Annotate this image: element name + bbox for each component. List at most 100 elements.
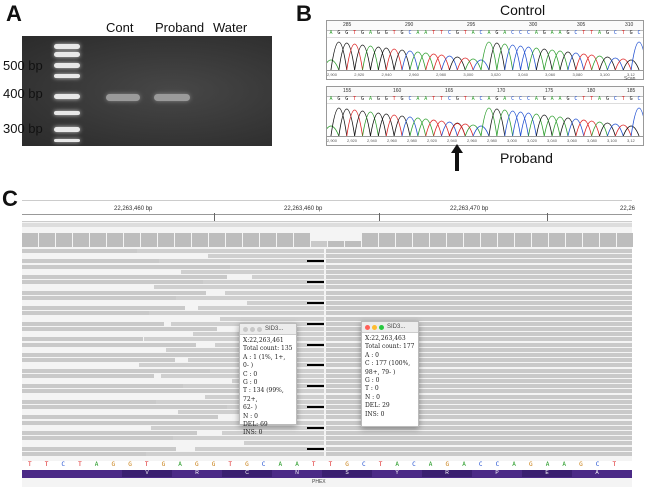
- ladder-band: [54, 44, 80, 49]
- aligned-read: [326, 327, 632, 331]
- base-call: A: [598, 96, 602, 102]
- reference-base: C: [495, 461, 500, 468]
- zoom-icon[interactable]: [257, 327, 262, 332]
- aligned-read: [139, 363, 324, 368]
- base-call: C: [637, 96, 641, 102]
- gene-label: PHEX: [312, 479, 326, 485]
- ruler-label: 185: [627, 88, 636, 94]
- popup-line: INS: 0: [365, 410, 385, 418]
- coverage-bar: [498, 233, 514, 247]
- reference-base: A: [545, 461, 550, 468]
- base-call: G: [455, 30, 459, 36]
- aligned-read: [326, 368, 632, 373]
- lane-label-cont: Cont: [106, 20, 134, 35]
- aligned-read: [22, 337, 143, 342]
- reference-base: C: [412, 461, 416, 468]
- trace-peak: [614, 124, 632, 136]
- minimize-icon[interactable]: [250, 327, 255, 332]
- aligned-read: [326, 321, 632, 326]
- base-call: C: [613, 96, 617, 102]
- base-info-popup-2[interactable]: SID3... X:22,263,463 Total count: 177 A : …: [361, 321, 419, 427]
- axis-tick-label: 2,940: [381, 72, 392, 77]
- trace-peak: [543, 115, 561, 136]
- trace-peak: [330, 41, 348, 70]
- amino-acid: V: [122, 470, 172, 477]
- aligned-read: [326, 394, 632, 399]
- trace-peak: [551, 116, 569, 136]
- base-call: A: [471, 30, 475, 36]
- deletion-marker: [307, 406, 324, 408]
- trace-peak: [354, 110, 371, 136]
- reference-base: T: [378, 461, 383, 468]
- base-info-popup-1[interactable]: SID3... X:22,263,461 Total count: 135 A : …: [239, 323, 297, 436]
- trace-peak: [401, 116, 419, 136]
- aligned-read: [247, 301, 324, 305]
- trace-peak: [496, 109, 514, 136]
- panel-c-letter: C: [2, 186, 18, 211]
- trace-peak: [599, 122, 616, 136]
- aligned-read: [326, 332, 632, 337]
- ruler-label: 175: [545, 88, 554, 94]
- popup-titlebar: SID3...: [362, 322, 418, 333]
- trace-peak: [630, 107, 643, 136]
- base-call: G: [605, 30, 609, 36]
- aligned-read: [22, 415, 218, 420]
- base-call: T: [463, 30, 467, 36]
- aligned-read: [225, 290, 324, 295]
- base-call: T: [590, 30, 594, 36]
- axis-tick-label: 3,12: [627, 138, 635, 143]
- base-call: C: [447, 96, 451, 102]
- base-call: C: [511, 30, 515, 36]
- aligned-read: [22, 249, 142, 253]
- trace-peak: [607, 57, 624, 70]
- trace-peak: [362, 45, 379, 70]
- minimize-icon[interactable]: [372, 325, 377, 330]
- popup-content: X:22,263,461 Total count: 135 A : 1 (1%, 1…: [240, 335, 296, 440]
- alignment-reads[interactable]: [22, 249, 632, 459]
- trace-peak-mutant: [449, 123, 466, 136]
- reference-base: A: [512, 461, 516, 468]
- reference-base: A: [462, 461, 466, 468]
- aligned-read: [326, 264, 632, 269]
- trace-peak: [385, 48, 403, 70]
- base-call: G: [384, 30, 388, 36]
- aligned-read: [22, 399, 239, 404]
- aligned-read: [22, 311, 238, 316]
- trace-peak: [417, 52, 435, 70]
- base-call: A: [424, 96, 428, 102]
- ruler-label: 170: [497, 88, 506, 94]
- trace-peak: [512, 111, 529, 136]
- zoom-icon[interactable]: [379, 325, 384, 330]
- aligned-read: [326, 254, 632, 259]
- base-call: G: [566, 96, 570, 102]
- trace-peak: [520, 46, 537, 70]
- base-call: T: [621, 30, 625, 36]
- ladder-band: [54, 127, 80, 132]
- coverage-bar: [481, 233, 497, 247]
- base-call: G: [495, 96, 499, 102]
- close-icon[interactable]: [243, 327, 248, 332]
- trace-peak: [567, 118, 585, 136]
- trace-peak: [520, 112, 537, 136]
- aligned-read: [22, 405, 292, 409]
- trace-peak: [622, 125, 640, 136]
- coverage-track[interactable]: [22, 231, 633, 247]
- deletion-marker: [307, 260, 324, 263]
- aligned-read: [326, 316, 632, 321]
- ruler-label: 290: [405, 22, 414, 28]
- mutation-arrow-icon: [451, 144, 463, 171]
- aligned-read: [22, 264, 301, 269]
- proband-axis: 2,900 2,920 2,940 2,960 2,980 2,920 2,940 2,960…: [327, 136, 643, 145]
- close-icon[interactable]: [365, 325, 370, 330]
- aligned-read: [22, 295, 259, 300]
- trace-peak: [393, 49, 411, 70]
- reference-base: A: [178, 461, 182, 468]
- trace-peak: [433, 120, 450, 136]
- aligned-read: [326, 306, 632, 311]
- coverage-bar: [583, 233, 599, 247]
- trace-peak: [449, 56, 466, 70]
- reference-base: T: [144, 461, 149, 468]
- igv-browser[interactable]: 22,263,460 bp 22,263,460 bp 22,263,470 b…: [22, 200, 635, 487]
- coverage-bar: [158, 233, 174, 247]
